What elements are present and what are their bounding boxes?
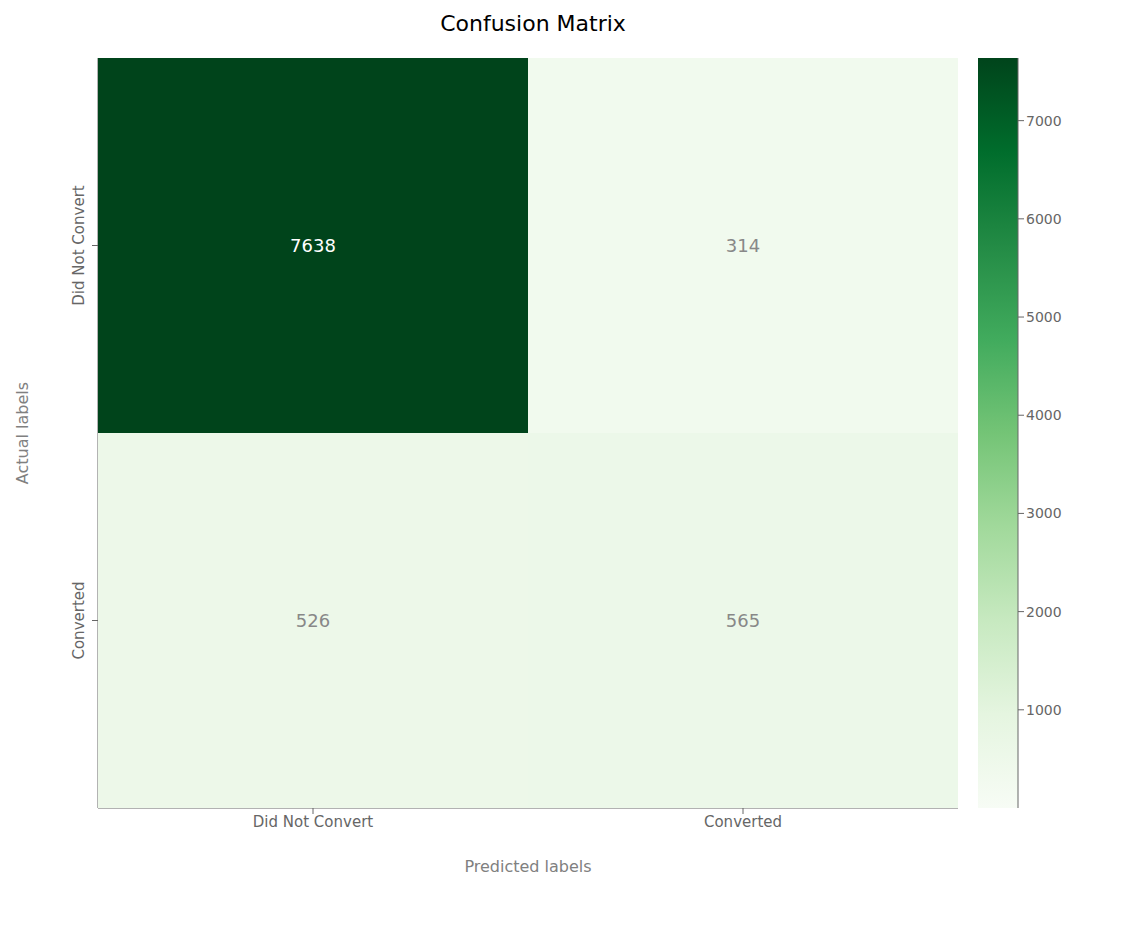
svg-text:Predicted labels: Predicted labels xyxy=(464,857,591,876)
svg-text:1000: 1000 xyxy=(1026,702,1062,718)
svg-text:Did Not Convert: Did Not Convert xyxy=(70,185,88,305)
svg-text:6000: 6000 xyxy=(1026,211,1062,227)
html-text:Confusion Matrix: Confusion Matrix xyxy=(440,11,626,36)
svg-text:Actual labels: Actual labels xyxy=(13,382,32,484)
svg-text:3000: 3000 xyxy=(1026,505,1062,521)
svg-text:4000: 4000 xyxy=(1026,407,1062,423)
svg-text:7000: 7000 xyxy=(1026,113,1062,129)
svg-text:Did Not Convert: Did Not Convert xyxy=(253,813,373,831)
svg-text:314: 314 xyxy=(726,235,760,256)
svg-text:5000: 5000 xyxy=(1026,309,1062,325)
svg-text:2000: 2000 xyxy=(1026,604,1062,620)
svg-text:526: 526 xyxy=(296,610,330,631)
svg-text:Converted: Converted xyxy=(70,581,88,659)
svg-text:565: 565 xyxy=(726,610,760,631)
svg-text:7638: 7638 xyxy=(290,235,336,256)
svg-text:Converted: Converted xyxy=(704,813,782,831)
